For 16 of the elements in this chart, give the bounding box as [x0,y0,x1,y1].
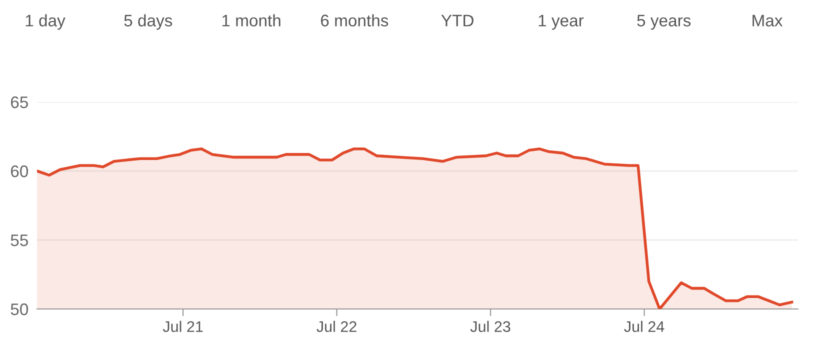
text: YTD [441,14,474,26]
text: 1 month [222,14,280,26]
text: 5 days [124,14,172,30]
y-tick-label: 55 [10,234,28,246]
text: 1 day [26,14,66,30]
x-tick-label: Jul 24 [624,320,664,332]
y-tick-label: 50 [10,303,28,316]
x-tick-label: Jul 22 [316,320,356,332]
text: 6 months [321,14,388,26]
text: 5 years [637,14,691,30]
text: Max [752,14,783,26]
x-tick-label: Jul 21 [162,320,203,332]
y-tick-label: 60 [10,165,28,178]
y-tick-label: 65 [10,96,28,108]
text: 1 year [538,14,584,30]
x-tick-label: Jul 23 [470,320,510,332]
